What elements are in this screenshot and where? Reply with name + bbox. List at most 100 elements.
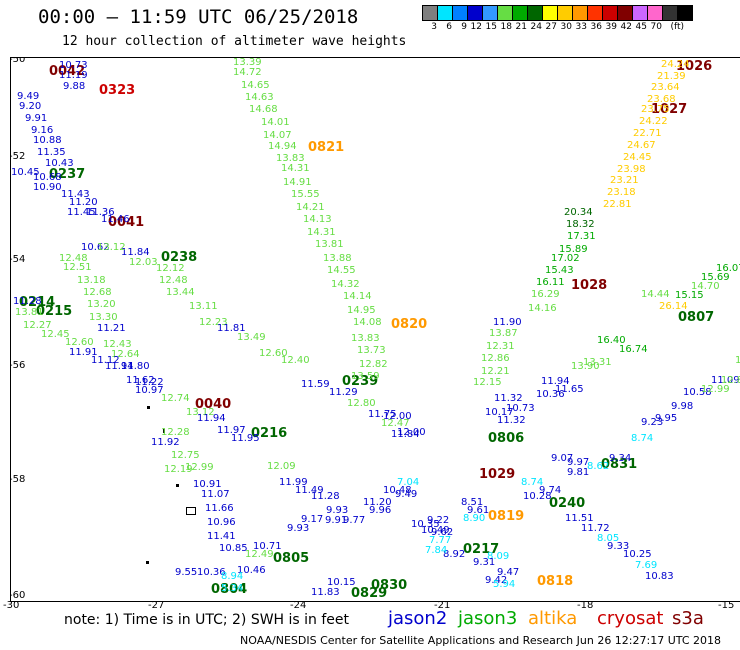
swh-value: 12.49 [245,549,274,560]
swh-value: 14.44 [641,289,670,300]
swh-value: 11.62 [126,375,155,386]
swh-value: 23.21 [610,175,639,186]
swh-value: 10.35 [411,519,440,530]
swh-value: 11.32 [497,415,526,426]
swh-value: 13.59 [351,371,380,382]
scale-label: 9 [461,22,467,32]
scale-swatch [467,5,483,21]
swh-value: 10.73 [506,403,535,414]
pass-time-label: 0807 [678,310,715,325]
pass-time-label: 0805 [273,551,310,566]
swh-value: 10.58 [683,387,712,398]
swh-value: 13.12 [186,407,215,418]
swh-value: 17.02 [551,253,580,264]
swh-value: 10.97 [135,385,164,396]
swh-value: 11.75 [368,409,397,420]
scale-swatch [437,5,453,21]
scale-label: 27 [545,22,557,32]
swh-value: 12.60 [65,337,94,348]
swh-value: 12.45 [41,329,70,340]
swh-value: 8.92 [443,549,466,560]
swh-value: 10.68 [33,172,62,183]
swh-value: 18.32 [566,219,595,230]
swh-value: 12.99 [701,384,730,395]
swh-value: 5.34 [221,583,244,594]
swh-value: 9.74 [539,485,562,496]
swh-value: 8.74 [521,477,544,488]
swh-value: 13.83 [276,153,305,164]
swh-value: 11.32 [494,393,523,404]
swh-value: 10.36 [536,389,565,400]
swh-value: 10.83 [645,571,674,582]
swh-value: 14.94 [268,141,297,152]
swh-value: 11.51 [565,513,594,524]
swh-value: 7.84 [425,545,448,556]
swh-value: 12.74 [161,393,190,404]
pass-time-label: 0323 [99,83,136,98]
swh-value: 11.28 [311,491,340,502]
swh-value: 14.65 [241,80,270,91]
scale-swatch [632,5,648,21]
y-label-52: -52 [10,151,26,162]
scale-label: 3 [431,22,437,32]
swh-value: 8.94 [221,571,244,582]
swh-value: 10.73 [59,60,88,71]
swh-value: 10.25 [623,549,652,560]
swh-value: 13.90 [571,361,600,372]
y-label-54: -54 [10,254,26,265]
swh-value: 13.87 [489,328,518,339]
swh-value: 12.00 [397,427,426,438]
swh-value: 22.71 [633,128,662,139]
scale-label: 42 [620,22,632,32]
x-label-18: -18 [577,600,594,611]
swh-value: 11.92 [151,437,180,448]
scale-swatch [572,5,588,21]
scale-swatch [512,5,528,21]
pass-time-label: 1029 [479,467,516,482]
pass-time-label: 0215 [36,304,73,319]
swh-value: 16.40 [597,335,626,346]
swh-value: 12.27 [23,320,52,331]
swh-value: 11.65 [555,384,584,395]
swh-value: 8.51 [461,497,484,508]
swh-value: 11.19 [59,70,88,81]
scale-label: 33 [575,22,587,32]
scale-swatch [557,5,573,21]
swh-value: 11.09 [711,375,740,386]
scale-swatch [647,5,663,21]
wave-height-map[interactable]: -50 -52 -54 -56 -58 -60 0042 0323 1026 1027… [10,57,740,602]
scale-label: (ft) [670,22,684,32]
swh-value: 11.95 [231,433,260,444]
color-scale-boxes [422,5,693,21]
swh-value: 9.34 [609,453,632,464]
x-label-27: -27 [148,600,165,611]
swh-value: 11.12 [91,355,120,366]
swh-value: 11.94 [197,413,226,424]
swh-value: 11.49 [295,485,324,496]
page-subtitle: 12 hour collection of altimeter wave hei… [62,34,407,49]
legend-altika: altika [528,608,578,629]
swh-value: 10.36 [197,567,226,578]
swh-value: 12.03 [129,257,158,268]
swh-value: 13.31 [583,357,612,368]
swh-value: 12.80 [347,398,376,409]
swh-value: 9.07 [551,453,574,464]
swh-value: 11.07 [201,489,230,500]
swh-value: 8.74 [631,433,654,444]
x-label-30: -30 [3,600,20,611]
swh-value: 12.28 [161,427,190,438]
swh-value: 10.96 [207,517,236,528]
swh-value: 12.75 [171,450,200,461]
pass-time-label: 0239 [342,374,379,389]
scale-swatch [482,5,498,21]
island-dot [147,406,150,409]
swh-value: 12.40 [281,355,310,366]
swh-value: 23.98 [617,164,646,175]
island-dot [146,561,149,564]
pass-time-label: 0240 [549,496,586,511]
swh-value: 14.72 [233,67,262,78]
swh-value: 24.24 [661,59,690,70]
swh-value: 12.80 [721,375,740,386]
swh-value: 13.18 [77,275,106,286]
swh-value: 10.49 [421,525,450,536]
